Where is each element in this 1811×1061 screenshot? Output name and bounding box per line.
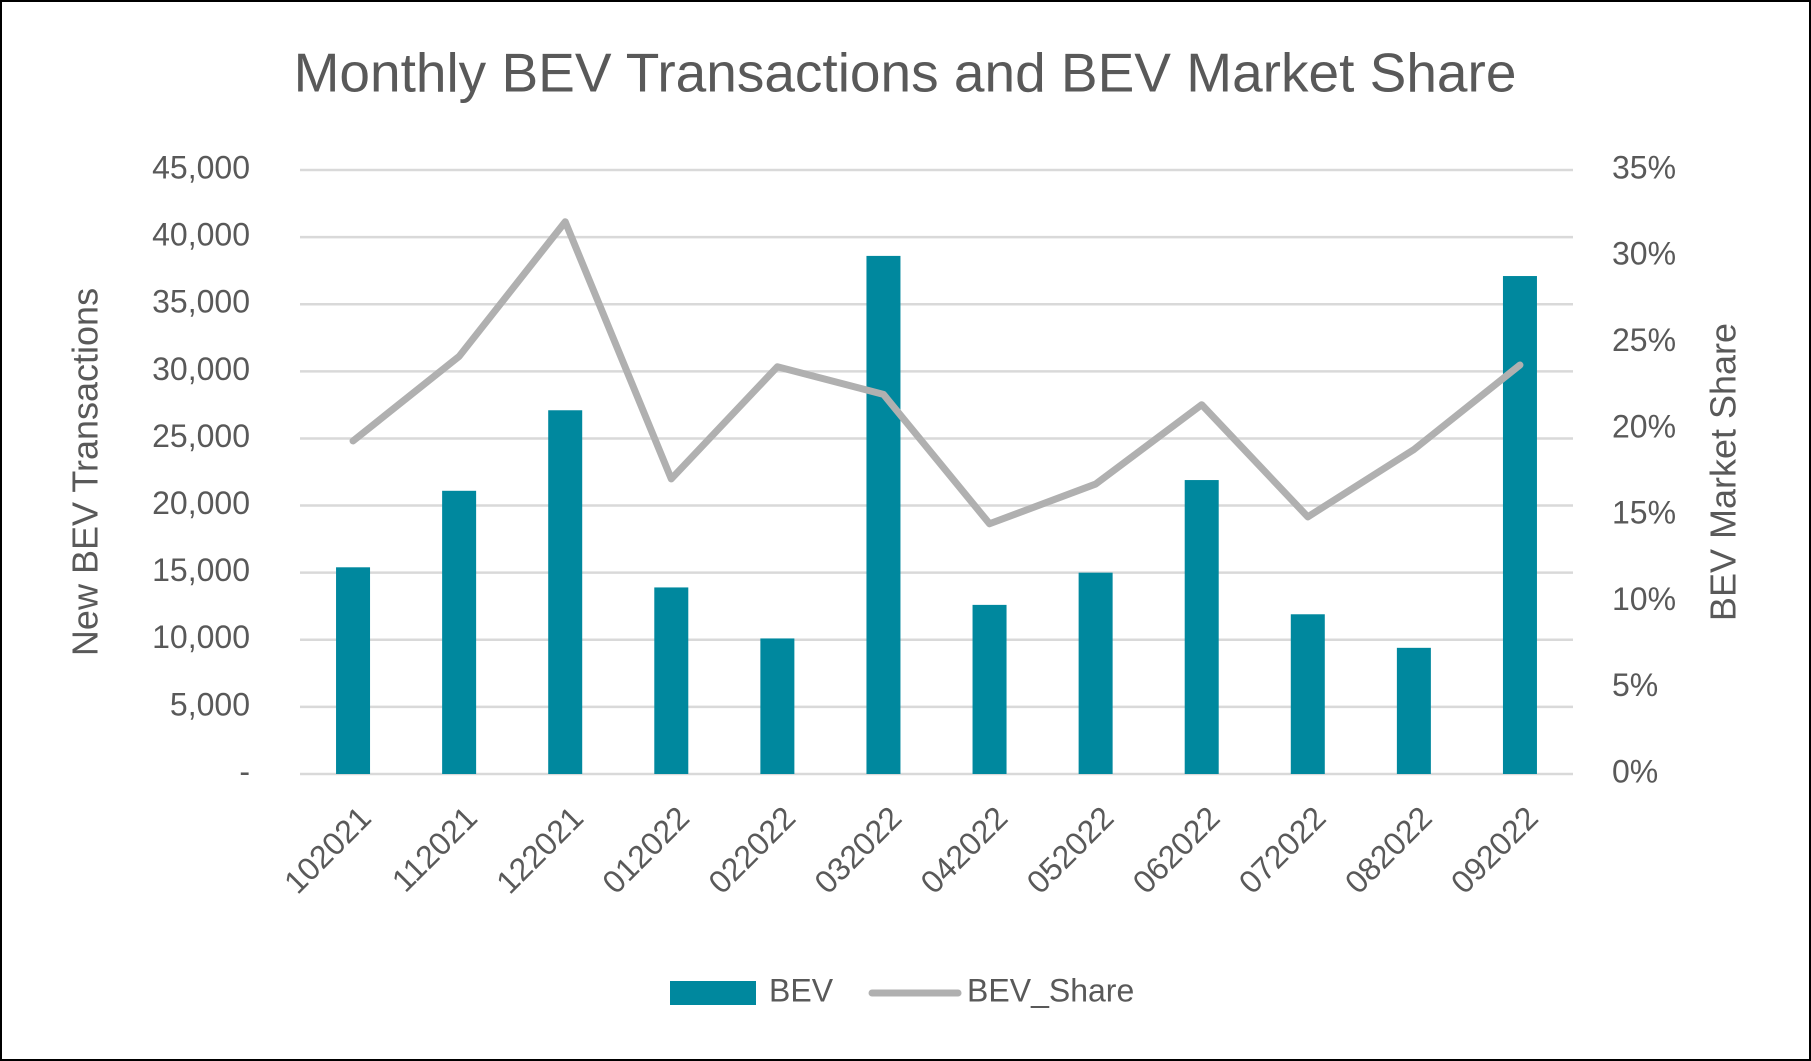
bar xyxy=(972,604,1007,774)
y2-tick-label: 5% xyxy=(1612,667,1658,703)
y-tick-label: 10,000 xyxy=(152,619,250,655)
y2-tick-label: 20% xyxy=(1612,408,1676,444)
y2-tick-label: 30% xyxy=(1612,236,1676,272)
bar xyxy=(548,410,583,774)
y2-tick-label: 10% xyxy=(1612,581,1676,617)
bar xyxy=(760,638,795,774)
bar xyxy=(1502,276,1537,774)
bar xyxy=(866,255,901,774)
y-tick-label: 35,000 xyxy=(152,284,250,320)
legend-swatch xyxy=(670,981,756,1005)
y2-tick-label: 0% xyxy=(1612,753,1658,789)
bar xyxy=(1396,647,1431,774)
legend-label: BEV_Share xyxy=(967,972,1134,1008)
y-tick-label: 30,000 xyxy=(152,351,250,387)
line xyxy=(349,218,1524,528)
y-tick-label: 15,000 xyxy=(152,552,250,588)
y-tick-label: 40,000 xyxy=(152,217,250,253)
y-tick-label: 5,000 xyxy=(170,686,250,722)
bar xyxy=(654,587,689,774)
bar xyxy=(336,567,371,774)
bar xyxy=(1290,614,1325,774)
y-tick-label: 20,000 xyxy=(152,485,250,521)
y2-tick-label: 35% xyxy=(1612,149,1676,185)
y-axis-label: New BEV Transactions xyxy=(65,288,106,656)
bar xyxy=(442,490,477,774)
y-tick-label: 45,000 xyxy=(152,149,250,185)
legend-label: BEV xyxy=(769,972,834,1008)
y2-tick-label: 15% xyxy=(1612,495,1676,531)
y-tick-label: 25,000 xyxy=(152,418,250,454)
y2-tick-label: 25% xyxy=(1612,322,1676,358)
chart-title: Monthly BEV Transactions and BEV Market … xyxy=(294,42,1517,104)
y-tick-label: - xyxy=(239,753,250,789)
bar xyxy=(1184,480,1219,774)
y2-axis-label: BEV Market Share xyxy=(1703,323,1744,621)
bar xyxy=(1078,572,1113,774)
